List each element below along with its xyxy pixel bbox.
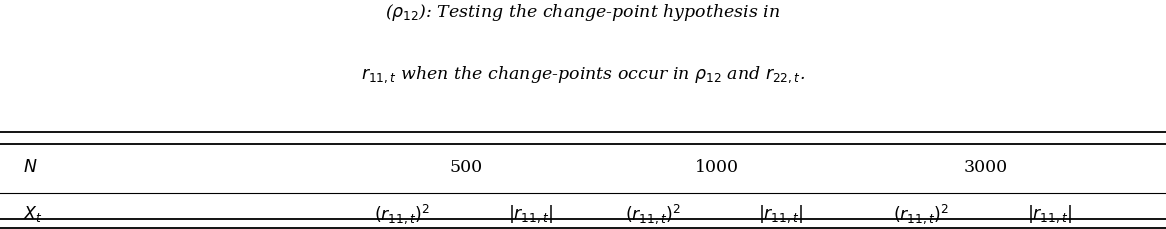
Text: 3000: 3000 bbox=[963, 159, 1007, 176]
Text: $(r_{11,t})^2$: $(r_{11,t})^2$ bbox=[625, 201, 681, 225]
Text: ($\rho_{12}$): Testing the change-point hypothesis in: ($\rho_{12}$): Testing the change-point … bbox=[386, 2, 780, 23]
Text: $N$: $N$ bbox=[23, 159, 37, 176]
Text: $|r_{11,t}|$: $|r_{11,t}|$ bbox=[1026, 202, 1073, 224]
Text: $(r_{11,t})^2$: $(r_{11,t})^2$ bbox=[893, 201, 949, 225]
Text: $|r_{11,t}|$: $|r_{11,t}|$ bbox=[758, 202, 805, 224]
Text: $X_t$: $X_t$ bbox=[23, 203, 43, 223]
Text: 500: 500 bbox=[450, 159, 483, 176]
Text: $r_{11,t}$ when the change-points occur in $\rho_{12}$ and $r_{22,t}$.: $r_{11,t}$ when the change-points occur … bbox=[361, 64, 805, 85]
Text: 1000: 1000 bbox=[695, 159, 739, 176]
Text: $|r_{11,t}|$: $|r_{11,t}|$ bbox=[507, 202, 554, 224]
Text: $(r_{11,t})^2$: $(r_{11,t})^2$ bbox=[374, 201, 430, 225]
